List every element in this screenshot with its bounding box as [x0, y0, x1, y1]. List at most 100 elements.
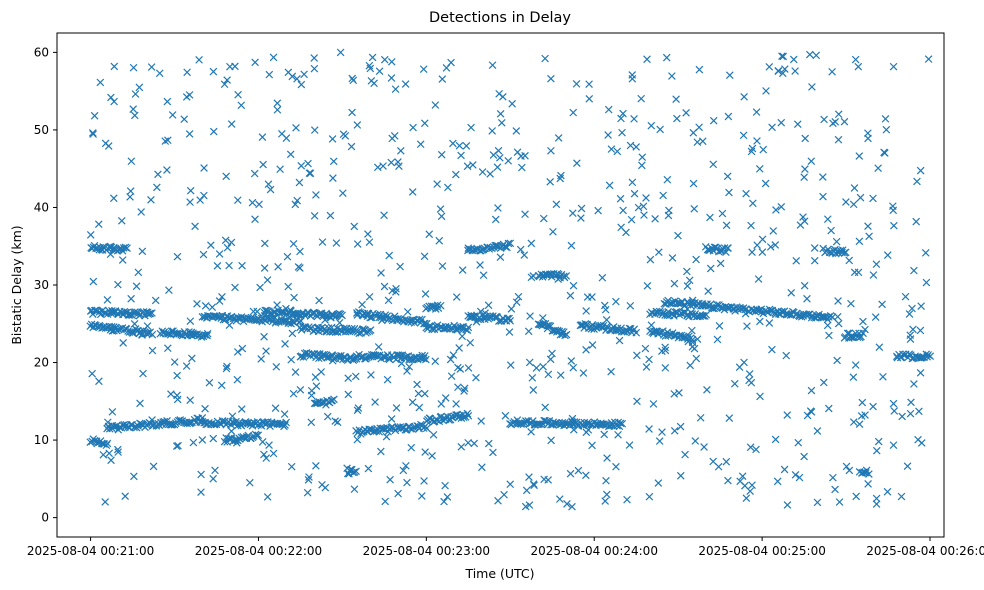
data-point [387, 58, 396, 66]
data-point [460, 387, 468, 395]
data-point [889, 62, 898, 71]
data-point [799, 213, 807, 221]
data-point [262, 347, 270, 355]
data-point [127, 157, 136, 166]
data-point [121, 492, 130, 501]
track-point [394, 314, 402, 323]
data-point [417, 492, 426, 500]
data-point [477, 417, 485, 425]
data-point [642, 194, 650, 202]
data-point [493, 163, 502, 171]
data-point [869, 271, 878, 279]
data-point [682, 109, 690, 117]
y-tick-label: 40 [34, 200, 49, 214]
data-point [327, 310, 336, 319]
track-point [224, 434, 233, 443]
data-point [672, 95, 680, 103]
data-point [478, 168, 487, 176]
track-point [546, 322, 555, 331]
data-point [335, 318, 344, 327]
data-point [832, 237, 841, 246]
data-point [541, 403, 550, 412]
data-point [367, 371, 375, 379]
track-point [281, 421, 289, 429]
data-point [289, 240, 298, 248]
data-point [529, 480, 538, 488]
data-point [328, 135, 337, 143]
data-point [407, 443, 416, 452]
data-point [348, 108, 356, 117]
data-point [897, 492, 906, 501]
data-point [903, 462, 912, 470]
data-point [114, 448, 122, 456]
data-point [297, 80, 306, 89]
data-point [604, 105, 613, 114]
data-point [840, 334, 849, 342]
data-point [890, 221, 898, 230]
data-point [756, 317, 764, 326]
data-point [539, 314, 547, 322]
data-point [300, 70, 308, 79]
data-point [659, 191, 667, 200]
data-point [464, 246, 472, 255]
track-point [203, 331, 211, 340]
data-point [380, 211, 388, 220]
data-point [819, 192, 827, 201]
data-point [690, 204, 699, 213]
data-point [831, 485, 839, 494]
data-point [452, 293, 461, 301]
x-axis-label: Time (UTC) [464, 566, 534, 581]
data-point [447, 372, 456, 380]
track-point [359, 325, 367, 333]
data-point [778, 52, 786, 61]
data-point [622, 228, 630, 237]
y-axis-label: Bistatic Delay (km) [9, 225, 24, 344]
track-point [504, 239, 513, 248]
data-point [855, 152, 864, 160]
data-point [164, 136, 172, 145]
data-point [119, 339, 128, 347]
data-point [725, 188, 733, 197]
track-point [581, 320, 590, 328]
data-point [630, 115, 638, 123]
data-point [197, 488, 205, 496]
data-point [467, 123, 475, 132]
data-point [668, 72, 676, 80]
data-point [864, 480, 872, 488]
track-point [632, 328, 641, 337]
data-point [271, 404, 280, 412]
data-point [428, 451, 436, 460]
data-point [137, 208, 145, 216]
data-point [847, 299, 855, 308]
data-point [310, 126, 319, 134]
data-point [318, 238, 327, 246]
track-point [457, 323, 465, 331]
data-point [582, 428, 591, 437]
data-point [263, 493, 272, 501]
data-point [265, 441, 273, 449]
track-point [562, 272, 571, 280]
data-point [197, 470, 205, 479]
track-point [88, 310, 97, 319]
data-point [642, 363, 651, 371]
data-point [421, 290, 430, 298]
data-point [260, 332, 268, 341]
data-point [655, 437, 664, 445]
data-point [527, 273, 536, 282]
data-point [709, 160, 718, 169]
data-point [200, 191, 208, 200]
data-point [765, 63, 774, 71]
data-point [709, 116, 718, 125]
data-point [415, 403, 424, 412]
data-point [769, 227, 778, 235]
data-point [478, 463, 486, 472]
track-point [338, 311, 346, 320]
data-point [563, 500, 571, 508]
data-point [528, 374, 537, 382]
data-point [174, 441, 182, 450]
data-point [211, 466, 219, 475]
y-tick-label: 10 [34, 433, 49, 447]
data-point [753, 137, 761, 145]
data-point [186, 317, 195, 325]
data-point [113, 445, 122, 454]
